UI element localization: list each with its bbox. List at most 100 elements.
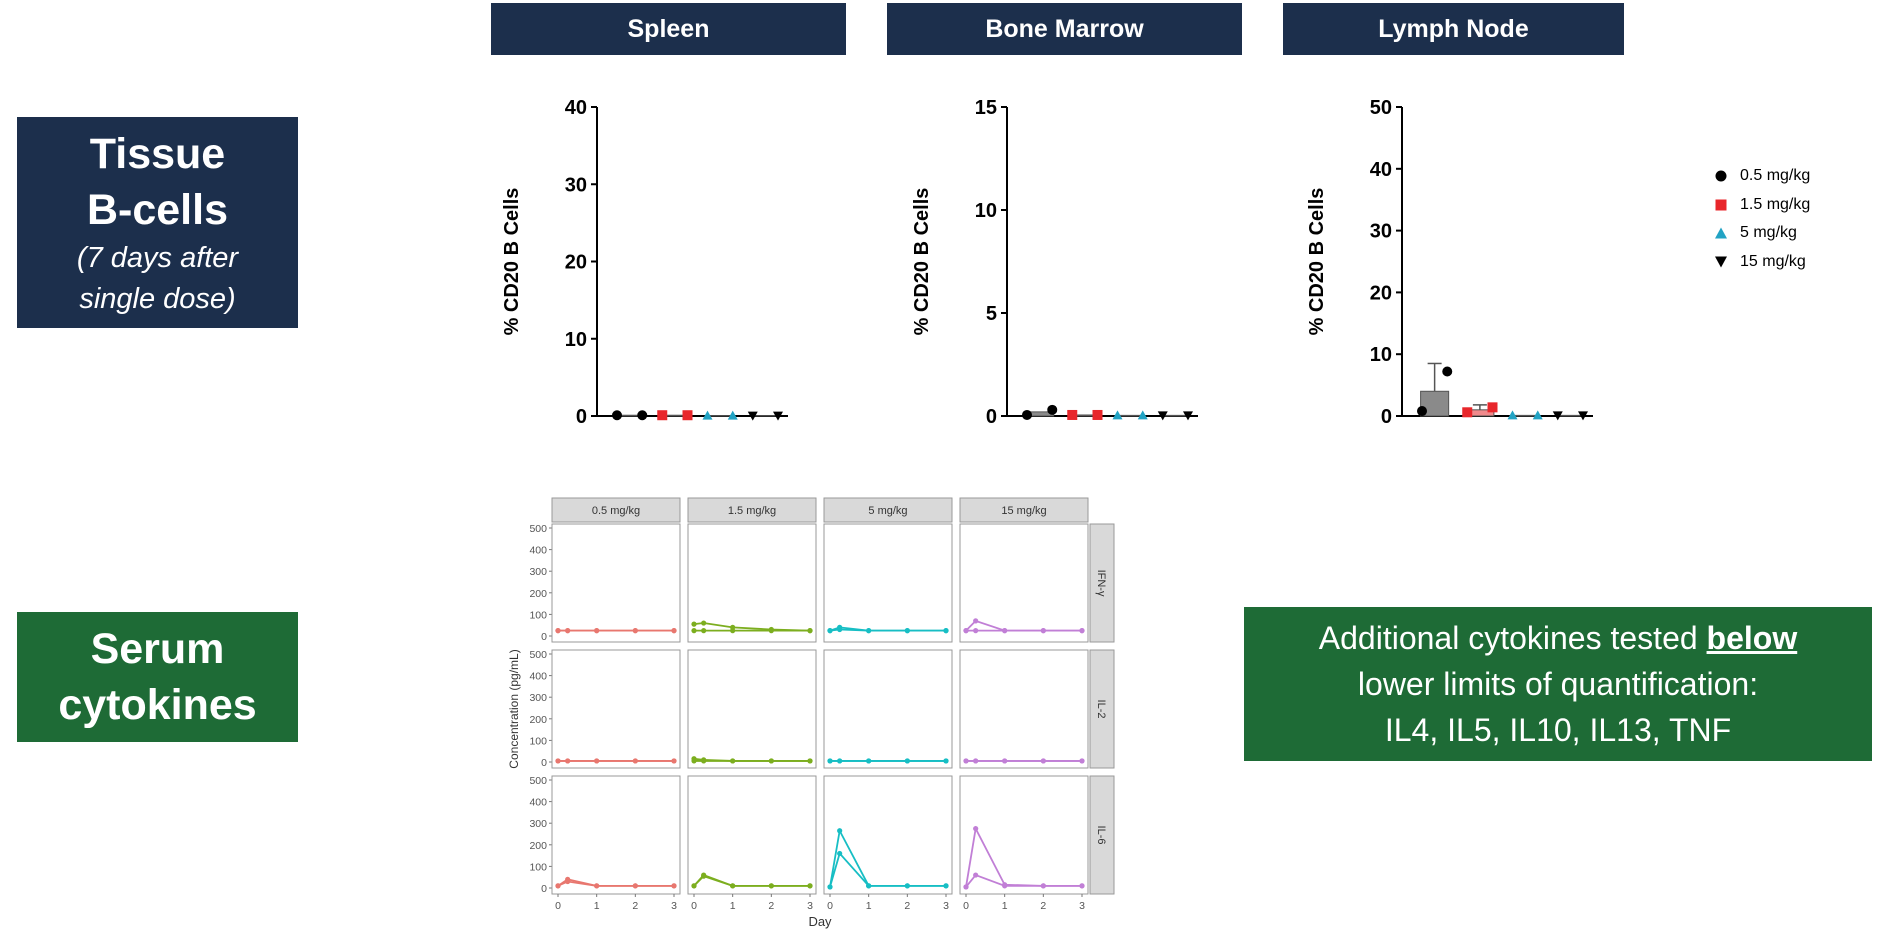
facet-strip [551,497,681,523]
facet-panel [959,523,1089,643]
y-tick-label: 0 [1381,406,1392,425]
data-point [768,758,774,764]
y-tick-label: 50 [1370,97,1392,119]
x-axis-label: Day [808,914,832,929]
facet-strip [823,497,953,523]
data-point [963,884,969,890]
bar [1160,414,1190,417]
facet-panel [823,649,953,769]
y-tick-label: 500 [529,775,547,787]
legend-item: 5 mg/kg [1714,219,1810,248]
data-point [1552,411,1563,421]
tissue-bcells-label: Tissue B-cells (7 days after single dose… [17,117,298,328]
data-point [594,628,600,634]
data-point [973,872,979,878]
data-point [565,758,571,764]
data-point [772,411,783,421]
data-point [555,628,561,634]
header-lymph-node: Lymph Node [1283,3,1624,55]
data-point [866,758,872,764]
facet-row-label: IL-2 [1095,700,1107,719]
y-tick-label: 300 [529,818,547,830]
legend-label: 1.5 mg/kg [1740,195,1811,213]
facet-row-label: IFN-γ [1095,570,1107,597]
data-point [904,758,910,764]
y-tick-label: 30 [565,174,587,196]
facet-row-label: IL-6 [1095,826,1107,845]
data-point [702,410,713,420]
x-tick-label: 2 [632,900,638,912]
facet-panel [551,775,681,895]
y-tick-label: 40 [1370,159,1392,181]
facet-panel [551,649,681,769]
facet-panel [687,775,817,895]
data-point [1112,410,1123,420]
data-point [1002,758,1008,764]
data-point [837,626,843,633]
x-tick-label: 1 [1002,900,1008,912]
x-tick-label: 1 [730,900,736,912]
y-axis-label: % CD20 B Cells [501,188,523,336]
serum-title-line2: cytokines [58,681,257,729]
y-tick-label: 20 [1370,282,1392,304]
data-point [837,850,843,857]
square-marker-icon [1715,199,1727,211]
data-point [1532,410,1543,420]
legend-item: 15 mg/kg [1714,248,1810,277]
data-point [691,883,697,889]
data-point [837,758,843,764]
y-tick-label: 200 [529,588,547,600]
legend-item: 0.5 mg/kg [1714,162,1810,191]
data-point [632,758,638,764]
x-tick-label: 2 [768,900,774,912]
y-tick-label: 200 [529,840,547,852]
y-tick-label: 10 [975,200,997,222]
y-tick-label: 100 [529,735,547,747]
data-point [747,411,758,421]
facet-strip-label: 1.5 mg/kg [728,505,776,517]
data-point [943,883,949,889]
note-emphasis: below [1706,620,1798,656]
data-point [594,883,600,889]
y-tick-label: 300 [529,692,547,704]
data-point [1079,758,1085,764]
triangle-down-marker-icon [1715,256,1727,268]
facet-strip [687,497,817,523]
data-point [1047,404,1058,415]
data-point [637,410,648,421]
circle-marker-icon [1715,170,1727,182]
data-point [1040,758,1046,764]
data-point [827,758,833,764]
y-tick-label: 500 [529,649,547,661]
data-point [768,883,774,889]
data-point [1462,407,1473,418]
data-point [837,828,843,834]
data-point [565,878,571,885]
facet-row-strip [1089,523,1115,643]
data-point [973,826,979,832]
data-point [904,628,910,634]
lymph-node-chart: 0 10 20 30 40 50 % CD20 B Cells [1306,97,1593,425]
y-tick-label: 100 [529,861,547,873]
data-point [730,883,736,889]
data-point [632,628,638,634]
data-point [555,883,561,889]
data-point [727,410,738,420]
y-tick-label: 300 [529,566,547,578]
y-tick-label: 100 [529,609,547,621]
data-point [1092,409,1103,420]
triangle-up-marker-icon [1715,227,1727,239]
data-point [612,410,623,421]
data-point [1157,411,1168,421]
data-point [963,758,969,764]
y-tick-label: 5 [986,303,997,325]
data-point [943,758,949,764]
facet-panel [687,649,817,769]
data-point [1079,883,1085,889]
data-point [1002,883,1008,889]
facet-strip-label: 0.5 mg/kg [592,505,640,517]
data-point [973,618,979,624]
facet-panel [823,775,953,895]
data-point [1577,411,1588,421]
x-tick-label: 1 [866,900,872,912]
